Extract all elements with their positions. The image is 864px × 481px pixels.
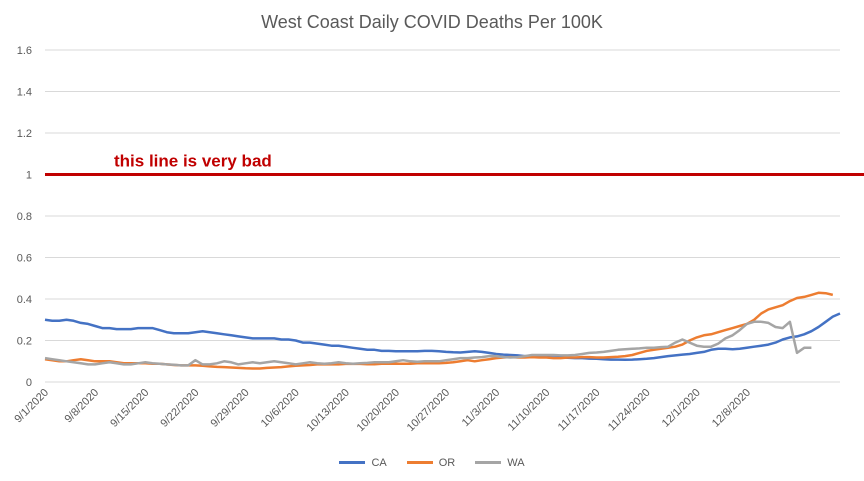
x-tick-label: 9/29/2020 — [209, 387, 252, 430]
y-tick-label: 0.8 — [17, 211, 32, 223]
legend-item-ca: CA — [339, 456, 387, 469]
y-tick-label: 1 — [26, 170, 32, 182]
legend-label: CA — [371, 456, 387, 469]
legend: CA OR WA — [0, 455, 864, 469]
x-tick-label: 11/10/2020 — [506, 387, 553, 434]
x-tick-label: 11/24/2020 — [606, 387, 653, 434]
x-tick-label: 9/8/2020 — [62, 387, 101, 426]
y-tick-label: 0.6 — [17, 253, 32, 265]
y-tick-label: 0 — [26, 377, 32, 389]
reference-line-annotation: this line is very bad — [114, 152, 272, 171]
y-tick-label: 1.2 — [17, 128, 32, 140]
legend-swatch — [475, 461, 502, 464]
y-tick-label: 0.2 — [17, 336, 32, 348]
x-tick-label: 12/1/2020 — [660, 387, 703, 430]
legend-swatch — [406, 461, 433, 464]
x-tick-label: 10/20/2020 — [355, 387, 402, 434]
legend-label: WA — [507, 456, 525, 469]
legend-item-wa: WA — [475, 456, 525, 469]
x-tick-label: 11/17/2020 — [556, 387, 603, 434]
reference-line-group: this line is very bad — [45, 152, 864, 176]
series-lines — [44, 291, 841, 370]
x-tick-label: 10/27/2020 — [405, 387, 452, 434]
legend-item-or: OR — [406, 456, 456, 469]
x-tick-label: 9/1/2020 — [12, 387, 51, 426]
series-line-ca — [44, 312, 841, 362]
chart-title: West Coast Daily COVID Deaths Per 100K — [261, 12, 603, 32]
y-tick-label: 1.4 — [17, 87, 32, 99]
y-axis-ticks: 0 0.2 0.4 0.6 0.8 1 1.2 1.4 1.6 — [17, 45, 32, 389]
gridlines — [45, 49, 840, 383]
x-tick-label: 11/3/2020 — [460, 387, 503, 430]
x-tick-label: 9/22/2020 — [158, 387, 201, 430]
legend-label: OR — [438, 456, 456, 469]
y-tick-label: 0.4 — [17, 294, 32, 306]
x-tick-label: 10/13/2020 — [305, 387, 352, 434]
legend-swatch — [339, 461, 366, 464]
x-tick-label: 9/15/2020 — [108, 387, 151, 430]
series-line-wa — [44, 320, 812, 367]
x-tick-label: 10/6/2020 — [259, 387, 302, 430]
y-tick-label: 1.6 — [17, 45, 32, 57]
x-tick-label: 12/8/2020 — [710, 387, 753, 430]
x-axis-ticks: 9/1/2020 9/8/2020 9/15/2020 9/22/2020 9/29/2… — [12, 387, 753, 434]
